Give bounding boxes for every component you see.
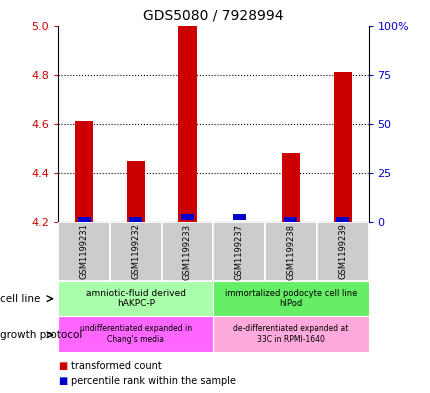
Text: immortalized podocyte cell line
hIPod: immortalized podocyte cell line hIPod <box>224 289 356 309</box>
Title: GDS5080 / 7928994: GDS5080 / 7928994 <box>143 9 283 23</box>
Bar <box>58 222 110 281</box>
Bar <box>281 153 299 222</box>
Text: cell line: cell line <box>0 294 40 304</box>
Text: GSM1199238: GSM1199238 <box>286 224 295 279</box>
Bar <box>232 214 245 220</box>
Bar <box>129 217 142 223</box>
Text: GSM1199239: GSM1199239 <box>338 224 346 279</box>
Bar <box>161 222 213 281</box>
Bar <box>264 222 316 281</box>
Bar <box>284 217 297 223</box>
Bar <box>333 72 351 222</box>
Text: percentile rank within the sample: percentile rank within the sample <box>71 376 236 386</box>
Bar <box>178 26 196 222</box>
Text: GSM1199232: GSM1199232 <box>131 224 140 279</box>
Text: GSM1199237: GSM1199237 <box>234 224 243 279</box>
Bar <box>58 281 213 316</box>
Bar <box>181 214 194 220</box>
Text: de-differentiated expanded at
33C in RPMI-1640: de-differentiated expanded at 33C in RPM… <box>233 324 348 344</box>
Text: amniotic-fluid derived
hAKPC-P: amniotic-fluid derived hAKPC-P <box>86 289 185 309</box>
Bar <box>110 222 161 281</box>
Bar <box>75 121 93 222</box>
Bar <box>335 217 348 223</box>
Bar <box>316 222 368 281</box>
Text: transformed count: transformed count <box>71 361 162 371</box>
Bar <box>213 281 368 316</box>
Text: ■: ■ <box>58 376 67 386</box>
Bar <box>126 161 144 222</box>
Text: undifferentiated expanded in
Chang's media: undifferentiated expanded in Chang's med… <box>80 324 191 344</box>
Text: growth protocol: growth protocol <box>0 330 82 340</box>
Text: GSM1199233: GSM1199233 <box>183 224 191 279</box>
Text: GSM1199231: GSM1199231 <box>80 224 88 279</box>
Bar <box>58 316 213 352</box>
Bar <box>213 222 264 281</box>
Text: ■: ■ <box>58 361 67 371</box>
Bar <box>77 217 90 223</box>
Bar <box>213 316 368 352</box>
